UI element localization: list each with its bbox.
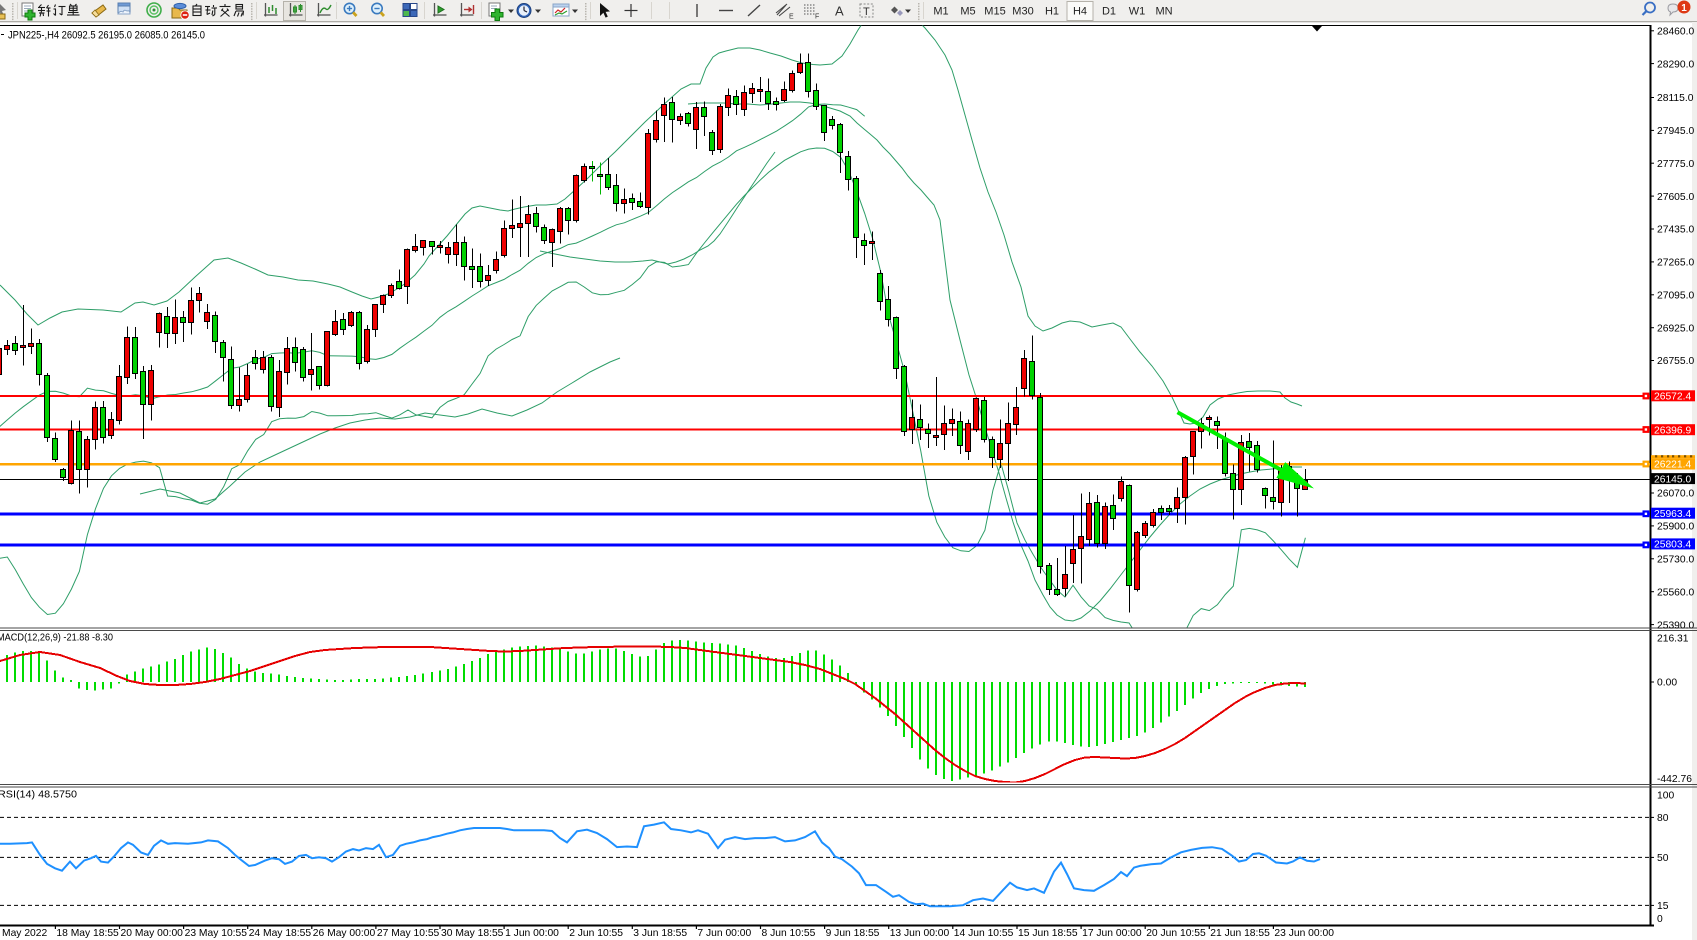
svg-text:28460.0: 28460.0 xyxy=(1657,27,1694,38)
svg-text:May 2022: May 2022 xyxy=(2,928,47,939)
svg-text:-442.76: -442.76 xyxy=(1657,774,1692,785)
svg-text:14 Jun 10:55: 14 Jun 10:55 xyxy=(954,928,1014,939)
svg-text:H4: H4 xyxy=(1073,6,1087,18)
svg-text:18 May 18:55: 18 May 18:55 xyxy=(56,928,119,939)
svg-text:26 May 00:00: 26 May 00:00 xyxy=(313,928,376,939)
svg-text:28115.0: 28115.0 xyxy=(1657,93,1694,104)
svg-text:26925.0: 26925.0 xyxy=(1657,323,1694,334)
svg-text:0: 0 xyxy=(1657,914,1663,925)
svg-text:27605.0: 27605.0 xyxy=(1657,192,1694,203)
svg-text:27435.0: 27435.0 xyxy=(1657,225,1694,236)
svg-text:30 May 18:55: 30 May 18:55 xyxy=(441,928,504,939)
svg-text:23 May 10:55: 23 May 10:55 xyxy=(185,928,248,939)
svg-text:M1: M1 xyxy=(933,6,948,18)
svg-text:7 Jun 00:00: 7 Jun 00:00 xyxy=(697,928,751,939)
svg-text:15 Jun 18:55: 15 Jun 18:55 xyxy=(1018,928,1078,939)
svg-text:25900.0: 25900.0 xyxy=(1657,522,1694,533)
svg-text:25730.0: 25730.0 xyxy=(1657,555,1694,566)
svg-text:20 Jun 10:55: 20 Jun 10:55 xyxy=(1146,928,1206,939)
svg-text:23 Jun 00:00: 23 Jun 00:00 xyxy=(1274,928,1334,939)
svg-text:17 Jun 00:00: 17 Jun 00:00 xyxy=(1082,928,1142,939)
svg-text:F: F xyxy=(815,14,819,21)
svg-text:25560.0: 25560.0 xyxy=(1657,587,1694,598)
svg-text:27095.0: 27095.0 xyxy=(1657,291,1694,302)
svg-text:28290.0: 28290.0 xyxy=(1657,59,1694,70)
svg-text:80: 80 xyxy=(1657,813,1669,824)
svg-text:1: 1 xyxy=(1681,3,1687,14)
svg-text:26396.9: 26396.9 xyxy=(1654,425,1691,436)
svg-text:3 Jun 18:55: 3 Jun 18:55 xyxy=(633,928,687,939)
svg-text:25390.0: 25390.0 xyxy=(1657,620,1694,631)
svg-text:MACD(12,26,9) -21.88 -8.30: MACD(12,26,9) -21.88 -8.30 xyxy=(0,633,113,644)
svg-text:M30: M30 xyxy=(1012,6,1033,18)
svg-text:E: E xyxy=(789,14,794,21)
svg-text:W1: W1 xyxy=(1129,6,1146,18)
svg-text:21 Jun 18:55: 21 Jun 18:55 xyxy=(1210,928,1270,939)
svg-text:27 May 10:55: 27 May 10:55 xyxy=(377,928,440,939)
svg-text:27945.0: 27945.0 xyxy=(1657,126,1694,137)
svg-text:24 May 18:55: 24 May 18:55 xyxy=(249,928,312,939)
svg-text:13 Jun 00:00: 13 Jun 00:00 xyxy=(890,928,950,939)
svg-text:25803.4: 25803.4 xyxy=(1654,540,1691,551)
svg-text:26070.0: 26070.0 xyxy=(1657,489,1694,500)
svg-text:D1: D1 xyxy=(1102,6,1116,18)
svg-text:15: 15 xyxy=(1657,901,1669,912)
svg-text:26145.0: 26145.0 xyxy=(1654,474,1691,485)
svg-text:MN: MN xyxy=(1155,6,1172,18)
svg-text:RSI(14) 48.5750: RSI(14) 48.5750 xyxy=(0,790,77,801)
svg-text:27775.0: 27775.0 xyxy=(1657,159,1694,170)
svg-text:JPN225-,H4 26092.5 26195.0 26: JPN225-,H4 26092.5 26195.0 26085.0 26145… xyxy=(8,30,205,42)
svg-text:100: 100 xyxy=(1657,791,1674,802)
svg-text:M5: M5 xyxy=(960,6,975,18)
svg-text:T: T xyxy=(863,6,870,18)
svg-text:26755.0: 26755.0 xyxy=(1657,356,1694,367)
svg-text:8 Jun 10:55: 8 Jun 10:55 xyxy=(762,928,816,939)
svg-text:25963.4: 25963.4 xyxy=(1654,509,1691,520)
svg-text:M15: M15 xyxy=(984,6,1005,18)
svg-text:2 Jun 10:55: 2 Jun 10:55 xyxy=(569,928,623,939)
svg-text:26221.4: 26221.4 xyxy=(1654,460,1691,471)
svg-text:H1: H1 xyxy=(1045,6,1059,18)
svg-text:216.31: 216.31 xyxy=(1657,634,1689,645)
svg-text:26572.4: 26572.4 xyxy=(1654,392,1691,403)
svg-text:9 Jun 18:55: 9 Jun 18:55 xyxy=(826,928,880,939)
svg-text:A: A xyxy=(835,4,844,19)
svg-text:27265.0: 27265.0 xyxy=(1657,258,1694,269)
svg-text:0.00: 0.00 xyxy=(1657,678,1677,689)
svg-text:20 May 00:00: 20 May 00:00 xyxy=(121,928,184,939)
svg-text:1 Jun 00:00: 1 Jun 00:00 xyxy=(505,928,559,939)
svg-text:50: 50 xyxy=(1657,853,1669,864)
